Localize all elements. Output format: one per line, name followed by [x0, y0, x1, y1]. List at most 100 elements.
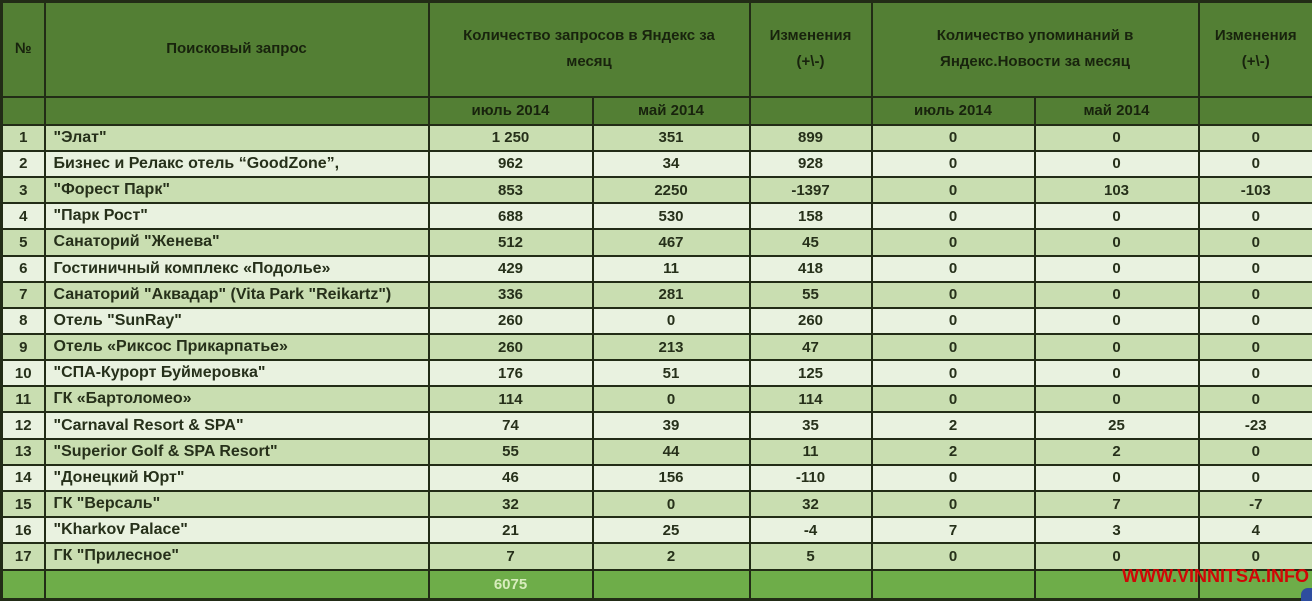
table-row: 16 "Kharkov Palace" 21 25 -4 7 3 4	[0, 516, 1312, 545]
cell-query: Отель "SunRay"	[43, 306, 430, 336]
table-row: 8 Отель "SunRay" 260 0 260 0 0 0	[0, 306, 1312, 336]
table-row: 3 "Форест Парк" 853 2250 -1397 0 103 -103	[0, 176, 1312, 205]
cell-n_chg: 0	[1197, 306, 1312, 336]
cell-n_chg: 0	[1197, 437, 1312, 466]
table-row: 11 ГК «Бартоломео» 114 0 114 0 0 0	[0, 385, 1312, 414]
total-changes2-empty	[1197, 568, 1312, 601]
subheader-mentions-may: май 2014	[1033, 95, 1200, 126]
cell-num: 16	[0, 516, 46, 545]
total-queries-jul: 6075	[427, 568, 594, 601]
cell-q_chg: 35	[748, 411, 873, 440]
cell-query: "Carnaval Resort & SPA"	[43, 411, 430, 440]
subheader-num-empty	[0, 95, 46, 126]
cell-n_may: 0	[1033, 202, 1200, 231]
cell-n_jul: 0	[870, 228, 1036, 257]
cell-n_jul: 0	[870, 202, 1036, 231]
cell-num: 17	[0, 542, 46, 571]
cell-q_chg: 11	[748, 437, 873, 466]
cell-q_jul: 853	[427, 176, 594, 205]
cell-n_jul: 7	[870, 516, 1036, 545]
cell-n_may: 2	[1033, 437, 1200, 466]
cell-num: 5	[0, 228, 46, 257]
table-row: 7 Санаторий "Аквадар" (Vita Park "Reikart…	[0, 280, 1312, 309]
total-queries-may-empty	[591, 568, 751, 601]
table-header: № Поисковый запрос Количество запросов в…	[0, 0, 1312, 126]
table-row: 5 Санаторий "Женева" 512 467 45 0 0 0	[0, 228, 1312, 257]
cell-n_may: 0	[1033, 463, 1200, 492]
cell-query: "Элат"	[43, 123, 430, 152]
cell-num: 14	[0, 463, 46, 492]
cell-n_chg: 0	[1197, 359, 1312, 388]
cell-n_jul: 0	[870, 359, 1036, 388]
cell-n_jul: 0	[870, 463, 1036, 492]
cell-n_chg: 0	[1197, 254, 1312, 283]
cell-q_jul: 260	[427, 332, 594, 362]
header-changes-mentions: Изменения (+\-)	[1197, 0, 1312, 98]
cell-num: 4	[0, 202, 46, 231]
cell-q_jul: 55	[427, 437, 594, 466]
subheader-queries-may: май 2014	[591, 95, 751, 126]
table-row: 2 Бизнес и Релакс отель “GoodZone”, 962 34 9…	[0, 149, 1312, 179]
cell-n_jul: 0	[870, 385, 1036, 414]
cell-num: 7	[0, 280, 46, 309]
cell-n_jul: 2	[870, 437, 1036, 466]
cell-num: 13	[0, 437, 46, 466]
cell-q_jul: 429	[427, 254, 594, 283]
cell-n_chg: 0	[1197, 280, 1312, 309]
cell-num: 12	[0, 411, 46, 440]
cell-query: Бизнес и Релакс отель “GoodZone”,	[43, 149, 430, 179]
cell-q_jul: 176	[427, 359, 594, 388]
cell-n_may: 103	[1033, 176, 1200, 205]
cell-n_may: 0	[1033, 149, 1200, 179]
cell-n_jul: 2	[870, 411, 1036, 440]
cell-q_may: 467	[591, 228, 751, 257]
header-num: №	[0, 0, 46, 98]
table-row: 17 ГК "Прилесное" 7 2 5 0 0 0	[0, 542, 1312, 571]
header-mentions-group: Количество упоминаний в Яндекс.Новости з…	[870, 0, 1200, 98]
cell-query: ГК «Бартоломео»	[43, 385, 430, 414]
cell-query: ГК "Прилесное"	[43, 542, 430, 571]
cell-q_chg: 418	[748, 254, 873, 283]
cell-n_chg: 0	[1197, 202, 1312, 231]
cell-q_chg: -1397	[748, 176, 873, 205]
cell-query: "Superior Golf & SPA Resort"	[43, 437, 430, 466]
total-query-empty	[43, 568, 430, 601]
cell-num: 6	[0, 254, 46, 283]
cell-num: 1	[0, 123, 46, 152]
cell-q_jul: 74	[427, 411, 594, 440]
cell-q_may: 25	[591, 516, 751, 545]
cell-query: "Донецкий Юрт"	[43, 463, 430, 492]
cell-q_chg: 158	[748, 202, 873, 231]
header-queries-group: Количество запросов в Яндекс за месяц	[427, 0, 751, 98]
table-row: 1 "Элат" 1 250 351 899 0 0 0	[0, 123, 1312, 152]
cell-q_jul: 1 250	[427, 123, 594, 152]
table-row: 14 "Донецкий Юрт" 46 156 -110 0 0 0	[0, 463, 1312, 492]
cell-q_jul: 688	[427, 202, 594, 231]
total-mentions-jul-empty	[870, 568, 1036, 601]
cell-q_may: 530	[591, 202, 751, 231]
cell-q_may: 39	[591, 411, 751, 440]
cell-n_chg: 0	[1197, 149, 1312, 179]
total-num-empty	[0, 568, 46, 601]
cell-query: "Форест Парк"	[43, 176, 430, 205]
cell-q_may: 0	[591, 306, 751, 336]
cell-q_chg: 45	[748, 228, 873, 257]
cell-query: "СПА-Курорт Буймеровка"	[43, 359, 430, 388]
table-row: 12 "Carnaval Resort & SPA" 74 39 35 2 25 -23	[0, 411, 1312, 440]
cell-n_may: 0	[1033, 228, 1200, 257]
table-row: 15 ГК "Версаль" 32 0 32 0 7 -7	[0, 489, 1312, 519]
cell-q_may: 51	[591, 359, 751, 388]
blue-corner-mark	[1301, 588, 1312, 601]
cell-q_may: 34	[591, 149, 751, 179]
cell-q_chg: -110	[748, 463, 873, 492]
cell-query: Санаторий "Женева"	[43, 228, 430, 257]
cell-n_may: 0	[1033, 332, 1200, 362]
subheader-query-empty	[43, 95, 430, 126]
cell-q_may: 44	[591, 437, 751, 466]
cell-q_may: 2	[591, 542, 751, 571]
subheader-queries-jul: июль 2014	[427, 95, 594, 126]
header-row-main: № Поисковый запрос Количество запросов в…	[0, 0, 1312, 98]
cell-q_chg: 32	[748, 489, 873, 519]
